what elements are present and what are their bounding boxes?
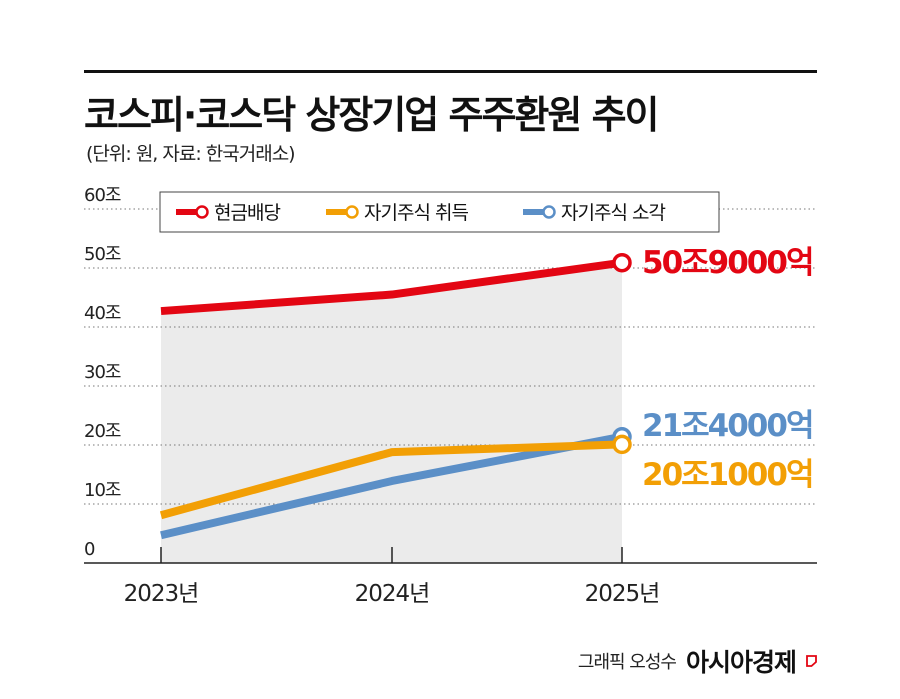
y-tick-label: 60조 [84, 185, 121, 206]
legend-item: 현금배당 [176, 202, 281, 224]
credit: 그래픽 오성수 아시아경제 [578, 643, 817, 679]
x-tick-label: 2025년 [585, 581, 660, 607]
data-label: 50조9000억 [642, 245, 812, 281]
y-tick-label: 50조 [84, 244, 121, 265]
data-label: 21조4000억 [642, 408, 812, 444]
legend-marker-icon [195, 205, 209, 219]
x-tick-label: 2023년 [124, 581, 199, 607]
legend-marker-icon [542, 205, 556, 219]
y-tick-label: 10조 [84, 480, 121, 501]
series-line [159, 440, 623, 520]
y-tick-label: 30조 [84, 362, 121, 383]
data-point-marker [612, 252, 632, 273]
legend-marker-icon [345, 205, 359, 219]
legend-label: 현금배당 [214, 202, 280, 224]
y-tick-label: 20조 [84, 421, 121, 442]
series-line [160, 258, 623, 316]
area-shade [161, 262, 622, 563]
data-point-marker [612, 434, 632, 455]
y-tick-label: 40조 [84, 303, 121, 324]
data-label: 20조1000억 [642, 457, 812, 493]
publisher-logo: 아시아경제 [685, 648, 797, 677]
x-tick-label: 2024년 [355, 581, 430, 607]
legend-label: 자기주식 소각 [561, 202, 665, 224]
legend-label: 자기주식 취득 [364, 202, 468, 224]
series-line [160, 432, 623, 540]
legend-item: 자기주식 취득 [326, 202, 469, 224]
credit-author: 그래픽 오성수 [577, 652, 677, 673]
logo-mark-icon [806, 654, 817, 667]
legend-box [159, 191, 720, 233]
chart-subtitle: (단위: 원, 자료: 한국거래소) [86, 143, 296, 165]
chart-title: 코스피·코스닥 상장기업 주주환원 추이 [84, 93, 659, 137]
legend-item: 자기주식 소각 [523, 202, 666, 224]
y-tick-label: 0 [84, 539, 95, 560]
top-rule [84, 70, 817, 73]
